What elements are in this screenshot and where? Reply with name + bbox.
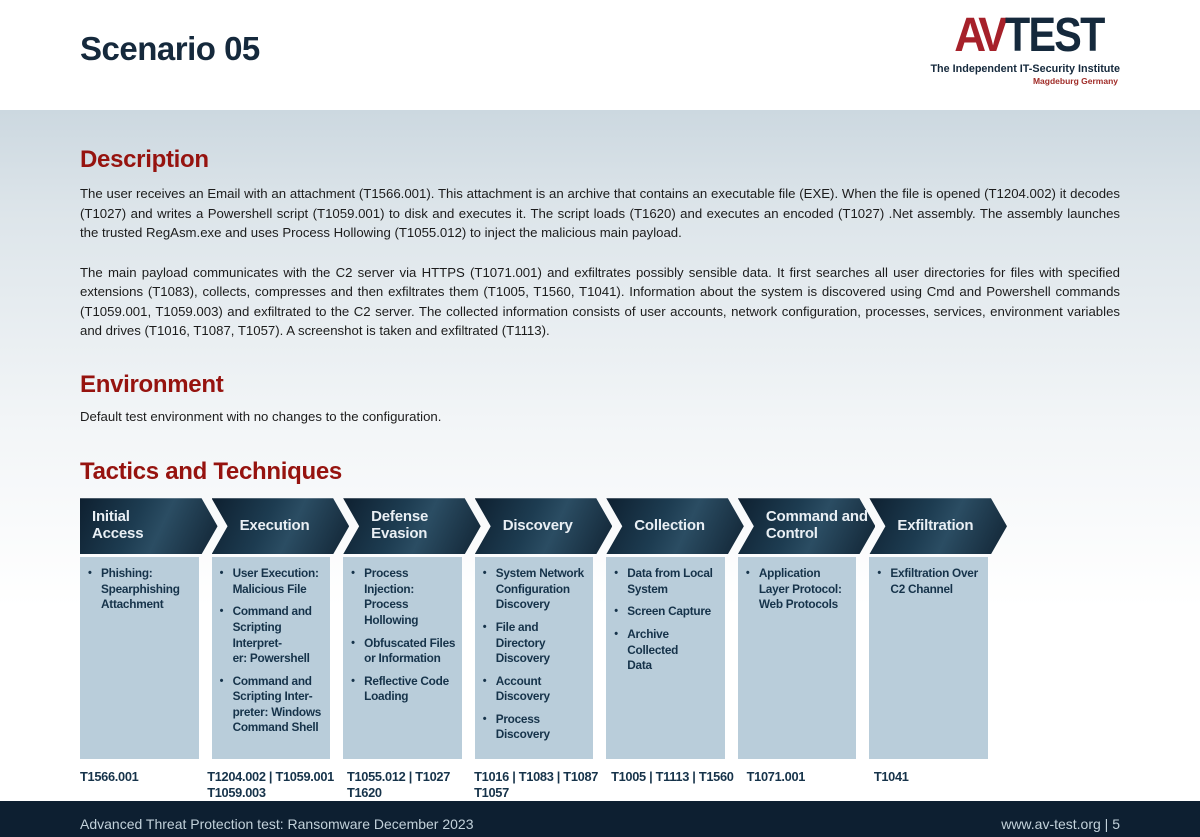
bullet-icon: • xyxy=(219,674,224,687)
technique-ids-initial-access: T1566.001 xyxy=(80,768,139,784)
footer-report-title: Advanced Threat Protection test: Ransomw… xyxy=(80,816,474,833)
technique-label: Process Injection: Process Hollowing xyxy=(364,566,419,627)
technique-label: Phishing: Spearphishing Attachment xyxy=(101,566,180,612)
bullet-icon: • xyxy=(351,674,355,687)
technique-cell-defense-evasion: • Process Injection: Process Hollowing • O… xyxy=(343,557,462,759)
description-heading: Description xyxy=(80,146,209,173)
description-paragraph-2: The main payload communicates with the C… xyxy=(80,264,1120,339)
technique-item: • Data from Local System xyxy=(614,566,721,597)
tactics-technique-row: • Phishing: Spearphishing Attachment • Use… xyxy=(80,557,988,759)
technique-label: Archive Collected Data xyxy=(627,626,679,673)
description-paragraph-1: The user receives an Email with an attac… xyxy=(80,186,1120,241)
technique-item: • Process Injection: Process Hollowing xyxy=(351,566,458,628)
technique-label: Screen Capture xyxy=(627,604,711,619)
technique-ids-collection: T1005 | T1113 | T1560 xyxy=(611,768,734,784)
technique-item: • Application Layer Protocol: Web Protoco… xyxy=(746,566,853,613)
technique-item: • Obfuscated Files or Information xyxy=(351,636,458,667)
bullet-icon: • xyxy=(482,620,487,633)
avtest-location: Magdeburg Germany xyxy=(1032,76,1118,86)
technique-label: Command and Scripting Inter- preter: Win… xyxy=(232,673,322,735)
tactic-header-discovery: Discovery xyxy=(475,498,613,554)
technique-item: • Account Discovery xyxy=(483,674,590,705)
bullet-icon: • xyxy=(88,567,92,580)
technique-label: Data from Local System xyxy=(627,566,713,596)
technique-item: • Reflective Code Loading xyxy=(351,674,458,705)
bullet-icon: • xyxy=(482,567,487,580)
tactic-header-command-and-control: Command and Control xyxy=(738,498,876,554)
technique-ids-row: T1566.001 T1204.002 | T1059.001 T1059.00… xyxy=(80,769,988,801)
technique-label: Account Discovery xyxy=(495,673,550,704)
page-title: Scenario 05 xyxy=(80,30,260,67)
technique-item: • System Network Configuration Discovery xyxy=(483,566,590,613)
technique-ids-execution: T1204.002 | T1059.001 T1059.003 xyxy=(207,768,334,800)
bullet-icon: • xyxy=(351,567,355,580)
technique-label: Reflective Code Loading xyxy=(364,673,449,704)
technique-item: • Command and Scripting Inter- preter: Wi… xyxy=(220,674,327,736)
technique-label: Command and Scripting Interpret- er: Pow… xyxy=(232,604,312,666)
technique-cell-command-and-control: • Application Layer Protocol: Web Protoco… xyxy=(737,557,857,759)
bullet-icon: • xyxy=(482,674,487,687)
technique-label: User Execution: Malicious File xyxy=(232,566,319,596)
tactic-header-execution: Execution xyxy=(212,498,350,554)
technique-item: • Archive Collected Data xyxy=(614,627,721,674)
tactic-header-defense-evasion: Defense Evasion xyxy=(343,498,481,554)
page-content: Description The user receives an Email w… xyxy=(0,110,1200,801)
technique-item: • Phishing: Spearphishing Attachment xyxy=(88,566,195,613)
avtest-logo: AV TEST The Independent IT-Security Inst… xyxy=(930,12,1120,87)
technique-label: Obfuscated Files or Information xyxy=(364,635,456,666)
technique-ids-defense-evasion: T1055.012 | T1027 T1620 xyxy=(346,768,451,800)
technique-item: • Screen Capture xyxy=(614,604,721,620)
bullet-icon: • xyxy=(351,636,355,649)
technique-cell-exfiltration: • Exfiltration Over C2 Channel xyxy=(869,557,988,759)
avtest-logo-wordmark: AV TEST xyxy=(930,12,1120,60)
technique-label: System Network Configuration Discovery xyxy=(495,566,585,612)
technique-label: File and Directory Discovery xyxy=(495,619,550,666)
tactic-header-exfiltration: Exfiltration xyxy=(869,498,1007,554)
technique-label: Process Discovery xyxy=(495,711,550,742)
bullet-icon: • xyxy=(614,605,618,618)
avtest-av-mark: AV xyxy=(954,9,1007,62)
bullet-icon: • xyxy=(877,567,882,580)
avtest-test-mark: TEST xyxy=(1005,9,1105,62)
technique-item: • File and Directory Discovery xyxy=(483,620,590,667)
avtest-tagline: The Independent IT-Security Institute xyxy=(930,63,1120,75)
technique-cell-discovery: • System Network Configuration Discovery … xyxy=(474,557,594,759)
technique-item: • Process Discovery xyxy=(483,712,590,743)
bullet-icon: • xyxy=(482,712,487,725)
tactic-header-initial-access: Initial Access xyxy=(80,498,218,554)
technique-cell-execution: • User Execution: Malicious File • Command… xyxy=(211,557,331,759)
bullet-icon: • xyxy=(614,627,618,640)
technique-ids-command-and-control: T1071.001 xyxy=(746,768,806,784)
environment-text: Default test environment with no changes… xyxy=(80,408,442,424)
technique-item: • Command and Scripting Interpret- er: Po… xyxy=(220,604,327,666)
tactics-header-row: Initial Access Execution Defense Evasion… xyxy=(80,498,988,554)
footer-bar: Advanced Threat Protection test: Ransomw… xyxy=(0,800,1200,837)
technique-item: • User Execution: Malicious File xyxy=(220,566,327,597)
technique-label: Application Layer Protocol: Web Protocol… xyxy=(758,566,842,612)
technique-ids-exfiltration: T1041 xyxy=(873,768,909,784)
technique-label: Exfiltration Over C2 Channel xyxy=(890,566,978,596)
footer-page-ref: www.av-test.org | 5 xyxy=(1001,816,1120,833)
tactic-header-collection: Collection xyxy=(606,498,744,554)
technique-ids-discovery: T1016 | T1083 | T1087 T1057 xyxy=(474,768,599,800)
environment-heading: Environment xyxy=(80,370,224,398)
page-footer: Advanced Threat Protection test: Ransomw… xyxy=(0,800,1200,837)
page-header: Scenario 05 AV TEST The Independent IT-S… xyxy=(0,0,1200,110)
tactics-heading: Tactics and Techniques xyxy=(80,458,342,486)
technique-cell-collection: • Data from Local System • Screen Capture … xyxy=(606,557,725,759)
technique-item: • Exfiltration Over C2 Channel xyxy=(877,566,984,597)
bullet-icon: • xyxy=(219,605,224,618)
bullet-icon: • xyxy=(614,567,618,580)
bullet-icon: • xyxy=(219,567,224,580)
technique-cell-initial-access: • Phishing: Spearphishing Attachment xyxy=(80,557,199,759)
bullet-icon: • xyxy=(745,567,750,580)
